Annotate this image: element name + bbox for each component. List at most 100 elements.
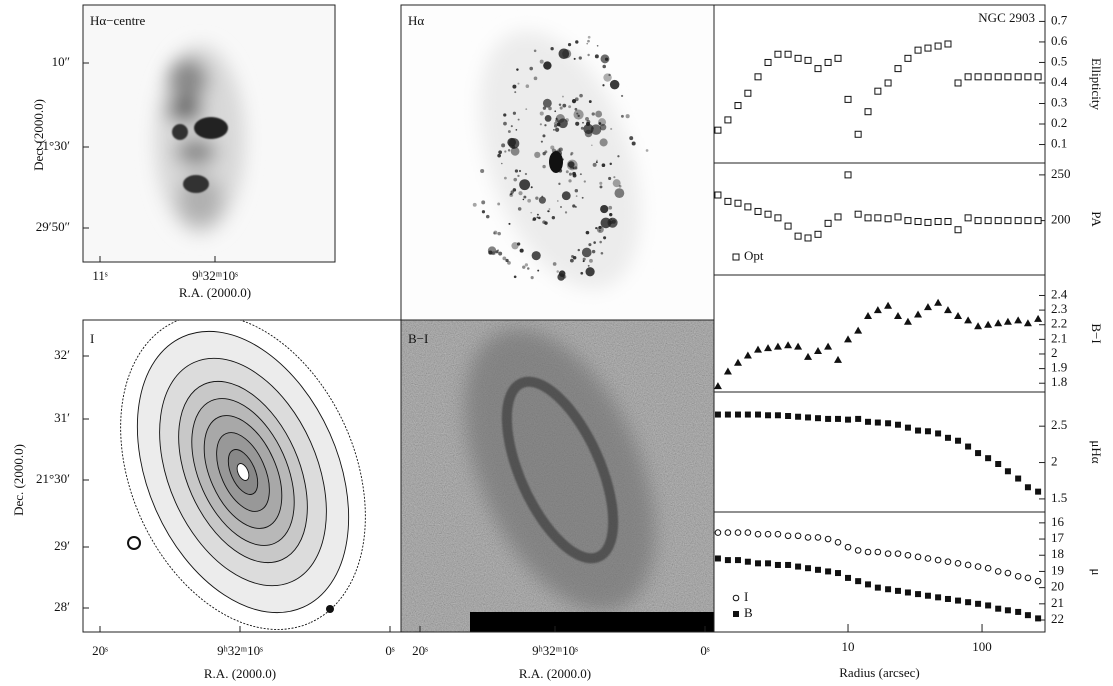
- hii-region: [535, 196, 539, 200]
- hii-region: [599, 185, 603, 189]
- hii-region: [600, 54, 610, 64]
- panel-label: I: [90, 331, 94, 346]
- point: [955, 437, 962, 444]
- hii-region: [582, 257, 586, 261]
- point: [1024, 574, 1032, 582]
- point: [794, 532, 802, 540]
- hii-region: [573, 165, 578, 170]
- hii-region: [562, 95, 564, 98]
- point: [974, 73, 982, 81]
- hii-region: [522, 265, 526, 269]
- hii-region: [495, 250, 499, 254]
- hii-region: [472, 202, 477, 207]
- hii-region: [608, 73, 611, 77]
- point: [785, 413, 792, 419]
- point: [714, 191, 722, 199]
- point: [984, 73, 992, 81]
- hii-region: [584, 129, 593, 138]
- hii-region: [590, 124, 602, 135]
- hii-region: [588, 243, 592, 247]
- point: [885, 420, 892, 427]
- hii-region: [613, 176, 616, 179]
- y-axis-label: Dec. (2000.0): [11, 444, 26, 516]
- hii-region: [493, 232, 496, 235]
- point: [924, 218, 932, 226]
- hii-region: [573, 174, 575, 176]
- hii-region: [502, 256, 507, 261]
- hii-region: [529, 66, 534, 71]
- hii-region: [481, 210, 486, 214]
- dust-lane: [501, 376, 619, 564]
- hii-region: [572, 204, 576, 208]
- point: [864, 548, 872, 556]
- emission: [155, 45, 245, 235]
- point: [894, 550, 902, 557]
- blob-core: [172, 124, 188, 140]
- hii-region: [574, 97, 579, 102]
- point: [765, 412, 772, 419]
- point: [944, 40, 952, 48]
- hii-region: [618, 184, 622, 188]
- hii-region: [550, 145, 555, 150]
- y-tick-label: 29′: [54, 538, 70, 553]
- hii-region: [555, 127, 560, 132]
- halpha-image: [401, 5, 714, 320]
- point: [994, 319, 1003, 327]
- point: [744, 203, 752, 211]
- blob-core: [194, 117, 228, 139]
- point: [874, 584, 881, 591]
- hii-region: [585, 230, 590, 235]
- panel-frame: [82, 4, 336, 263]
- y-tick-label: 1.8: [1051, 374, 1067, 389]
- point: [974, 217, 982, 225]
- hii-region: [553, 122, 557, 126]
- point: [934, 218, 942, 226]
- hii-region: [596, 44, 599, 47]
- point: [934, 42, 942, 50]
- point: [984, 217, 992, 225]
- point: [1024, 484, 1031, 491]
- point: [944, 558, 952, 566]
- point: [874, 548, 882, 556]
- y-tick-label: 29′50″: [36, 219, 70, 234]
- point: [994, 73, 1002, 81]
- point: [864, 311, 873, 319]
- panel-label: B−I: [408, 331, 428, 346]
- hii-region: [610, 127, 613, 130]
- x-tick-label: 0ˢ: [700, 643, 710, 658]
- point: [744, 558, 751, 565]
- point: [964, 316, 973, 324]
- legend-marker: [733, 611, 739, 617]
- hii-region: [587, 35, 591, 39]
- hii-region: [570, 153, 573, 156]
- hii-region: [603, 236, 607, 240]
- hii-region: [503, 176, 507, 180]
- y-tick-label: 2.4: [1051, 286, 1068, 301]
- y-tick-label: 19: [1051, 562, 1064, 577]
- x-tick-label: 11ˢ: [92, 268, 108, 283]
- legend-marker: [732, 594, 740, 602]
- point: [794, 342, 803, 350]
- legend-label: I: [744, 589, 748, 604]
- y-tick-label: 2.2: [1051, 316, 1067, 331]
- point: [844, 335, 853, 343]
- hii-region: [501, 143, 506, 148]
- point: [1014, 572, 1022, 580]
- hii-region: [514, 91, 517, 94]
- point: [754, 207, 762, 215]
- point: [714, 126, 722, 134]
- point: [944, 595, 951, 602]
- point: [904, 551, 912, 559]
- point: [784, 532, 792, 540]
- point: [864, 108, 872, 116]
- hii-region: [542, 106, 547, 110]
- point: [765, 560, 772, 567]
- hii-region: [507, 130, 511, 134]
- y-tick-label: 18: [1051, 546, 1064, 561]
- y-axis-label: PA: [1089, 211, 1104, 227]
- hii-region: [608, 205, 613, 210]
- point: [1034, 577, 1042, 585]
- point: [724, 116, 732, 124]
- x-tick-label: 100: [972, 639, 992, 654]
- hii-region: [538, 216, 541, 220]
